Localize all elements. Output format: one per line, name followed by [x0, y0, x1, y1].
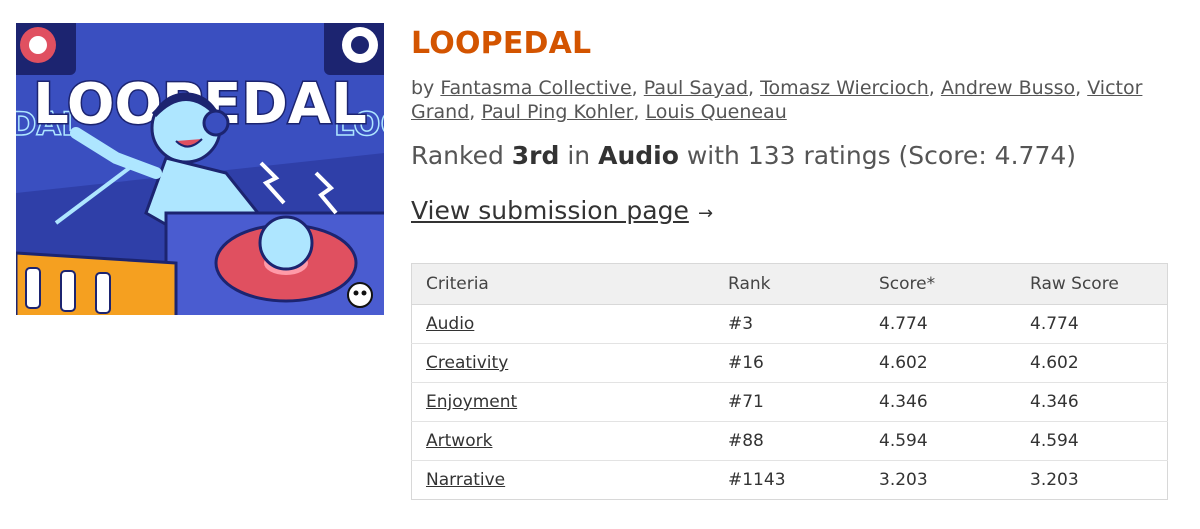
score-cell: 4.346 [865, 382, 1016, 422]
table-row: Creativity #16 4.602 4.602 [411, 343, 1168, 383]
view-submission-label: View submission page [411, 196, 689, 225]
header-criteria: Criteria [411, 263, 714, 305]
ranked-in: in [567, 141, 591, 170]
author-link[interactable]: Fantasma Collective [440, 77, 632, 99]
ratings-text: with 133 ratings (Score: 4.774) [686, 141, 1077, 170]
author-link[interactable]: Tomasz Wiercioch [760, 77, 929, 99]
score-cell: 3.203 [879, 470, 928, 490]
criteria-link[interactable]: Narrative [426, 470, 506, 490]
header-raw-score: Raw Score [1016, 263, 1168, 305]
byline-prefix: by [411, 77, 435, 99]
rank-value: 3rd [511, 141, 560, 170]
table-row: Artwork #88 4.594 4.594 [411, 421, 1168, 461]
raw-score-cell: 4.594 [1016, 421, 1168, 461]
criteria-link[interactable]: Enjoyment [426, 392, 518, 412]
cover-side-text-left: EDAL [16, 105, 82, 143]
game-cover-image[interactable]: EDAL LOOI LOOPEDAL [16, 23, 384, 315]
author-link[interactable]: Andrew Busso [940, 77, 1076, 99]
score-cell: 4.602 [865, 343, 1016, 383]
arrow-right-icon: → [697, 203, 714, 224]
author-link[interactable]: Victor Grand [411, 77, 1143, 123]
raw-score-cell: 3.203 [1030, 470, 1079, 490]
raw-score-cell: 4.602 [1016, 343, 1168, 383]
table-row: Narrative #1143 3.203 3.203 [412, 461, 1168, 500]
author-link[interactable]: Louis Queneau [645, 101, 787, 123]
rank-cell: #88 [714, 421, 865, 461]
cover-art: EDAL LOOI LOOPEDAL [16, 23, 384, 315]
criteria-link[interactable]: Artwork [426, 431, 493, 451]
rank-cell: #71 [714, 382, 865, 422]
rank-cell: #16 [714, 343, 865, 383]
table-row: Audio #3 4.774 4.774 [411, 304, 1168, 344]
raw-score-cell: 4.346 [1016, 382, 1168, 422]
score-cell: 4.594 [865, 421, 1016, 461]
score-cell: 4.774 [865, 304, 1016, 344]
raw-score-cell: 4.774 [1016, 304, 1168, 344]
rank-cell: #1143 [728, 470, 786, 490]
criteria-table: Criteria Rank Score* Raw Score Audio #3 … [411, 263, 1168, 500]
author-link[interactable]: Paul Ping Kohler [481, 101, 634, 123]
author-link[interactable]: Paul Sayad [643, 77, 749, 99]
view-submission-link[interactable]: View submission page [411, 194, 689, 228]
game-title: LOOPEDAL [411, 26, 592, 61]
game-info: LOOPEDAL by Fantasma Collective, Paul Sa… [411, 26, 1171, 228]
criteria-link[interactable]: Creativity [426, 353, 509, 373]
rank-cell: #3 [714, 304, 865, 344]
cover-side-text-right: LOOI [334, 105, 384, 143]
ranking-summary: Ranked 3rd in Audio with 133 ratings (Sc… [411, 140, 1171, 172]
criteria-link[interactable]: Audio [426, 314, 475, 334]
header-rank: Rank [714, 263, 865, 305]
ranked-prefix: Ranked [411, 141, 504, 170]
header-score: Score* [865, 263, 1016, 305]
rank-category: Audio [598, 141, 679, 170]
table-row: Enjoyment #71 4.346 4.346 [411, 382, 1168, 422]
byline: by Fantasma Collective, Paul Sayad, Toma… [411, 77, 1143, 123]
table-header-row: Criteria Rank Score* Raw Score [411, 263, 1168, 305]
